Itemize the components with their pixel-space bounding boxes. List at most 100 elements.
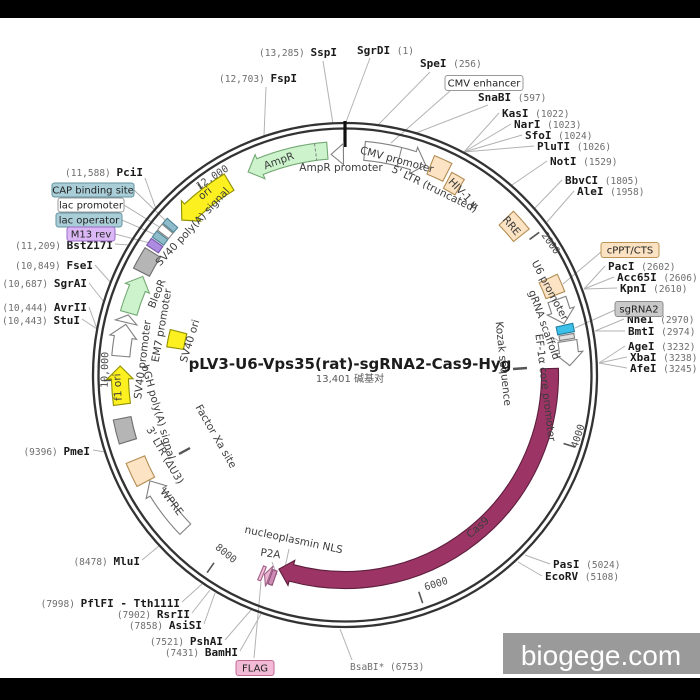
site-label-sfoi: SfoI (1024)	[525, 129, 592, 142]
feature-p2a	[263, 565, 274, 587]
site-label-bstz17i: (11,209) BstZ17I	[15, 239, 113, 252]
leader-paci	[583, 265, 606, 290]
leader-bstz17i	[114, 243, 130, 246]
site-label-fsei: (10,849) FseI	[15, 259, 93, 272]
feature-f1-ori	[105, 365, 135, 407]
tick-mark-8000	[206, 562, 215, 574]
leader-rsrii	[191, 589, 211, 614]
feature-divider-cmv-promoter-5-ltr	[396, 147, 403, 167]
site-label-agei: AgeI (3232)	[628, 340, 695, 353]
feature-ef-1a-core-promoter	[553, 338, 585, 367]
leader-sgrna2	[574, 309, 616, 329]
leader-kpni	[583, 287, 618, 290]
boxed-label-cppt-cts: cPPT/CTS	[607, 246, 653, 257]
watermark: biogege.com	[503, 633, 700, 674]
tick-mark-2000	[529, 231, 540, 241]
feature-m13-rev	[145, 237, 164, 254]
site-label-pshai: (7521) PshAI	[150, 635, 223, 648]
leader-snabi	[415, 104, 489, 134]
feature-lac-operator	[151, 230, 169, 246]
feature-flag	[256, 565, 268, 582]
leader-pluti	[463, 145, 535, 153]
feature-rre	[498, 210, 530, 243]
site-label-sgrai: (10,687) SgrAI	[2, 277, 87, 290]
feature-ampr	[247, 141, 329, 180]
top-black-bar	[0, 0, 700, 18]
feature-hiv-1-psi-box-1	[426, 154, 453, 183]
site-label-pmei: (9396) PmeI	[23, 445, 90, 458]
leader-kasi	[463, 112, 500, 153]
site-label-alei: AleI (1958)	[577, 185, 644, 198]
leader-pcii	[144, 177, 157, 210]
boxed-label-cmv-enhancer: CMV enhancer	[448, 79, 522, 90]
leader-noti	[511, 160, 548, 186]
boxed-label-flag: FLAG	[242, 664, 268, 675]
feature-ori	[180, 173, 235, 222]
site-label-snabi: SnaBI (597)	[478, 91, 546, 104]
boxed-label-cap-binding-site: CAP binding site	[52, 186, 134, 197]
boxed-label-bg-sgrna2	[614, 301, 664, 317]
leader-bsabi	[339, 628, 353, 661]
site-label-noti: NotI (1529)	[550, 155, 617, 168]
leader-sgrai	[88, 282, 105, 303]
leader-lac-operator	[121, 219, 157, 236]
feature-3-ltr-du3	[125, 455, 156, 488]
leader-sfoi	[463, 134, 523, 153]
site-label-nari: NarI (1023)	[514, 118, 581, 131]
site-label-mlui: (8478) MluI	[73, 555, 140, 568]
leader-flag	[253, 581, 262, 659]
site-label-acc65i: Acc65I (2606)	[617, 271, 698, 284]
leader-pmei	[92, 449, 106, 453]
site-label-ecorv: EcoRV (5108)	[545, 570, 619, 583]
boxed-label-lac-operator: lac operator	[59, 216, 120, 227]
tick-label-10-000: 10,000	[100, 352, 112, 388]
site-label-stui: (10,443) StuI	[2, 314, 80, 327]
leader-afei	[598, 362, 628, 369]
feature-bgh-polya-signal	[112, 415, 138, 445]
site-label-asisi: (7858) AsiSI	[129, 619, 202, 632]
feature-lac-promoter	[156, 223, 174, 240]
leader-bbvci	[534, 179, 563, 209]
site-label-fspi: (12,703) FspI	[219, 72, 297, 85]
boxed-label-bg-cmv-enhancer	[444, 75, 524, 91]
site-label-pasi: PasI (5024)	[553, 558, 620, 571]
leader-spei	[376, 71, 431, 127]
watermark-background	[503, 633, 700, 674]
feature-cppt-cts	[538, 273, 566, 300]
marker-dash-0	[512, 366, 528, 371]
boxed-label-bg-lac-promoter	[57, 197, 125, 213]
feature-label-f1-ori: f1 ori	[111, 373, 124, 401]
leader-xbai	[598, 356, 628, 364]
feature-sgrna2	[555, 322, 576, 336]
leader-fspi	[263, 86, 267, 137]
leader-lac-promoter	[123, 204, 162, 229]
feature-sv40-polya-signal	[132, 246, 162, 278]
tick-mark-6000	[418, 591, 424, 604]
leader-nari	[463, 123, 512, 153]
plasmid-title: pLV3-U6-Vps35(rat)-sgRNA2-Cas9-Hyg	[189, 355, 512, 373]
site-label-rsrii: (7902) RsrII	[117, 608, 190, 621]
watermark-text: biogege.com	[521, 640, 681, 671]
feature-bleor	[119, 275, 151, 316]
leader-sspi	[322, 60, 334, 125]
feature-em7-promoter	[113, 314, 139, 326]
leader-pasi	[524, 554, 551, 565]
feature-cas9	[278, 367, 559, 590]
feature-ampr-promoter	[330, 142, 345, 166]
leader-avrii	[88, 306, 98, 330]
boxed-label-bg-cppt-cts	[600, 242, 660, 258]
site-label-spei: SpeI (256)	[420, 57, 482, 70]
site-label-bamhi: (7431) BamHI	[165, 646, 238, 659]
leader-agei	[598, 345, 626, 364]
feature-label-ampr-promoter: AmpR promoter	[299, 162, 383, 174]
site-label-sgrdi: SgrDI (1)	[357, 44, 414, 57]
leader-ecorv	[517, 561, 543, 577]
marker-dash-1	[178, 446, 191, 456]
site-label-bmti: BmtI (2974)	[628, 325, 695, 338]
feature-hiv-1-psi-box-2	[442, 171, 466, 196]
feature-label-p2a: P2A	[260, 547, 282, 562]
feature-sv40-ori	[166, 328, 188, 351]
site-label-bsabi: BsaBI* (6753)	[350, 662, 424, 673]
